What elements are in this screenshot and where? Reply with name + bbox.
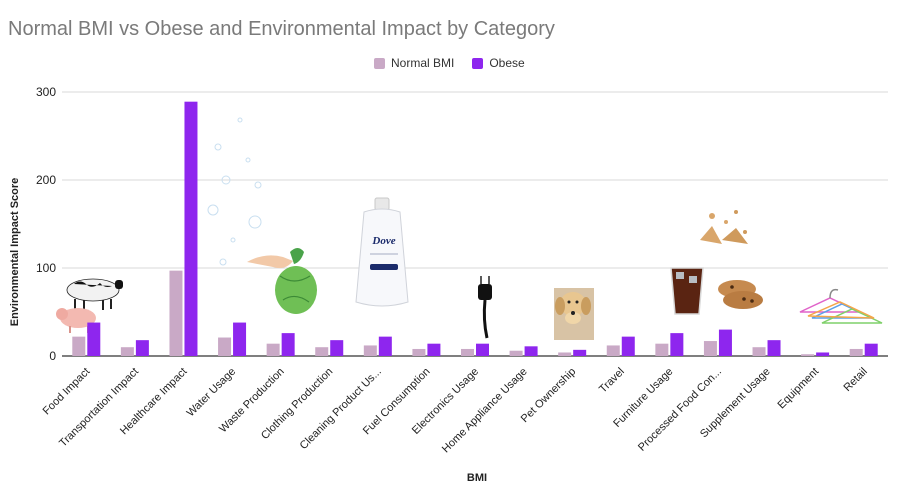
x-tick-label: Processed Food Con... — [636, 366, 724, 454]
bar-normal-bmi[interactable] — [509, 350, 523, 356]
bar-normal-bmi[interactable] — [558, 352, 572, 356]
bar-normal-bmi[interactable] — [169, 270, 183, 356]
legend-item-normal-bmi[interactable]: Normal BMI — [374, 56, 454, 70]
bar-obese[interactable] — [87, 322, 101, 356]
bar-obese[interactable] — [378, 336, 392, 356]
legend-swatch-obese — [472, 57, 484, 69]
dog-icon — [554, 288, 594, 340]
bar-normal-bmi[interactable] — [461, 348, 474, 356]
bar-obese[interactable] — [670, 333, 684, 356]
x-tick-label: Travel — [597, 366, 627, 396]
trash-bag-icon — [247, 248, 317, 314]
bar-obese[interactable] — [718, 329, 732, 356]
x-tick-label: Equipment — [776, 366, 822, 412]
legend-item-obese[interactable]: Obese — [472, 56, 525, 70]
bar-normal-bmi[interactable] — [412, 348, 426, 356]
clothes-hangers-icon — [799, 288, 883, 324]
x-axis-label: BMI — [466, 472, 488, 484]
bar-normal-bmi[interactable] — [120, 347, 134, 356]
x-tick-label: Retail — [841, 366, 869, 394]
x-tick-label: Water Usage — [185, 366, 239, 420]
bar-normal-bmi[interactable] — [849, 348, 863, 356]
y-tick-label: 300 — [36, 85, 56, 99]
x-tick-label: Transportation Impact — [57, 366, 141, 450]
y-tick-label: 200 — [36, 173, 56, 187]
legend-label-normal-bmi: Normal BMI — [391, 56, 455, 70]
bar-obese[interactable] — [524, 346, 538, 356]
chart-title: Normal BMI vs Obese and Environmental Im… — [8, 18, 555, 40]
bar-obese[interactable] — [233, 322, 247, 356]
bar-obese[interactable] — [330, 340, 344, 356]
legend: Normal BMI Obese — [374, 56, 543, 70]
bar-obese[interactable] — [573, 349, 587, 356]
bar-obese[interactable] — [281, 333, 295, 356]
bar-normal-bmi[interactable] — [363, 345, 377, 356]
bar-normal-bmi[interactable] — [218, 337, 232, 356]
x-tick-label: Cleaning Product Us... — [298, 366, 384, 452]
bar-obese[interactable] — [816, 352, 830, 356]
bar-normal-bmi[interactable] — [72, 336, 86, 356]
bar-obese[interactable] — [767, 340, 781, 356]
y-tick-label: 100 — [36, 261, 56, 275]
bar-obese[interactable] — [476, 343, 489, 356]
bar-obese[interactable] — [135, 340, 149, 356]
dove-bottle-icon: Dove — [355, 197, 409, 307]
y-tick-label: 0 — [49, 349, 56, 363]
x-tick-label: Food Impact — [41, 366, 93, 418]
legend-label-obese: Obese — [489, 56, 525, 70]
cow-pig-icon — [56, 278, 123, 333]
bar-normal-bmi[interactable] — [606, 345, 620, 356]
svg-text:Dove: Dove — [371, 235, 395, 247]
bar-normal-bmi[interactable] — [266, 343, 280, 356]
bar-normal-bmi[interactable] — [752, 347, 766, 356]
x-tick-label: Home Appliance Usage — [440, 366, 530, 456]
cola-cookies-icon — [670, 210, 763, 315]
bar-obese[interactable] — [184, 101, 198, 357]
bar-normal-bmi[interactable] — [801, 354, 815, 356]
power-plug-icon — [478, 276, 492, 339]
bar-obese[interactable] — [427, 343, 441, 356]
bar-normal-bmi[interactable] — [703, 341, 717, 356]
bar-normal-bmi[interactable] — [655, 343, 669, 356]
legend-swatch-normal-bmi — [374, 57, 385, 69]
bar-obese[interactable] — [621, 336, 635, 356]
bar-obese[interactable] — [864, 343, 878, 356]
bar-normal-bmi[interactable] — [315, 347, 329, 356]
water-bubbles-icon — [207, 117, 262, 266]
